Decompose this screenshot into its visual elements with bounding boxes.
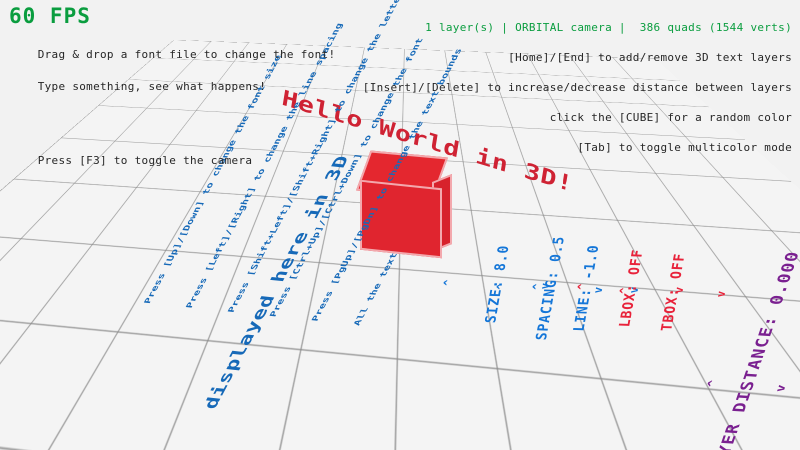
readout-tbox-up-arrow: ^ <box>616 286 632 295</box>
hud-left-line-2: Type something, see what happens! <box>37 80 267 93</box>
hud-left-spacer <box>10 127 335 137</box>
readout-tbox-label: TBOX: OFF <box>657 252 689 332</box>
hud-right-line-4: click the [CUBE] for a random color <box>549 111 792 124</box>
hud-right-line-5: [Tab] to toggle multicolor mode <box>577 141 792 154</box>
fps-counter: 60 FPS <box>9 4 91 28</box>
hud-stats-line: 1 layer(s) | ORBITAL camera | 386 quads … <box>425 21 792 34</box>
hud-left-line-4: Press [F3] to toggle the camera <box>37 154 253 167</box>
hud-left-line-1: Drag & drop a font file to change the fo… <box>37 48 336 61</box>
hud-right-line-3: [Insert]/[Delete] to increase/decrease d… <box>362 81 792 94</box>
hud-right-help: 1 layer(s) | ORBITAL camera | 386 quads … <box>335 5 792 170</box>
hud-left-help: Drag & drop a font file to change the fo… <box>10 31 335 185</box>
hud-right-line-2: [Home]/[End] to add/remove 3D text layer… <box>508 51 792 64</box>
